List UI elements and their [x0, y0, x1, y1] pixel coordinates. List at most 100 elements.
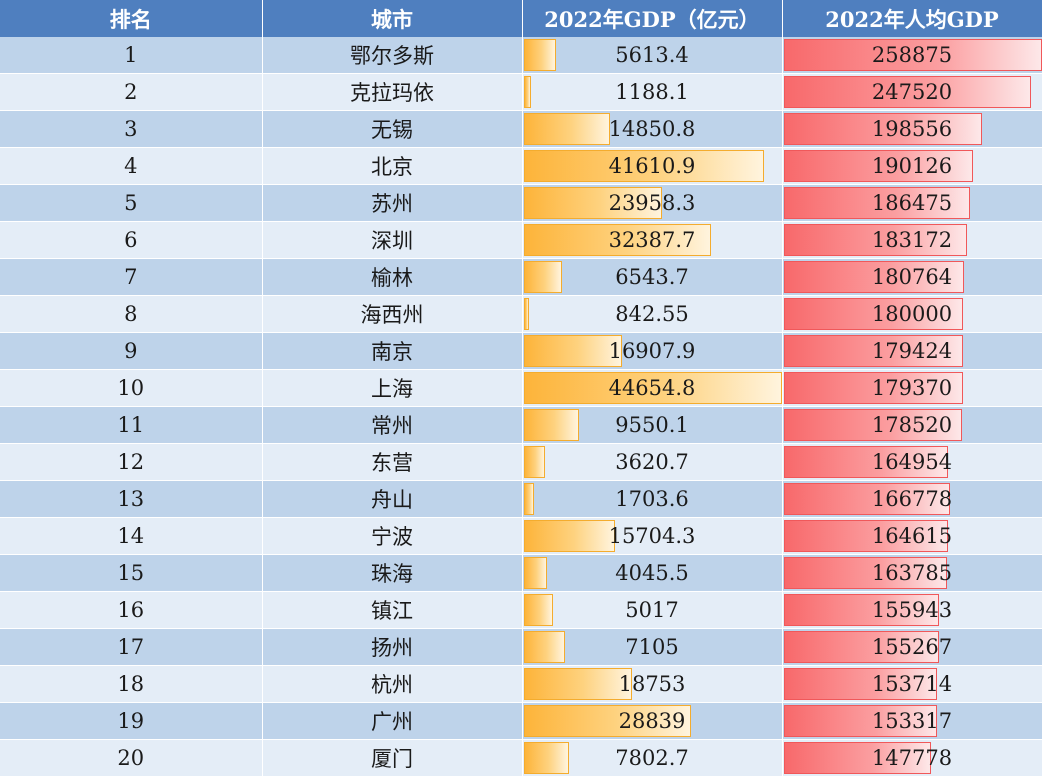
- per-capita-cell-value: 198556: [871, 117, 953, 141]
- city-cell: 南京: [262, 332, 523, 370]
- gdp-cell: 32387.7: [522, 221, 783, 259]
- per-capita-bar: [783, 594, 939, 626]
- gdp-bar: [523, 39, 556, 71]
- gdp-cell: 14850.8: [522, 110, 783, 148]
- per-capita-cell: 178520: [782, 406, 1042, 444]
- rank-cell: 1: [0, 37, 263, 74]
- gdp-cell-value: 5017: [625, 598, 679, 622]
- per-capita-cell-value: 258875: [871, 43, 953, 67]
- per-capita-bar: [783, 446, 948, 478]
- table-row: 6 深圳 32387.7 183172: [0, 221, 1042, 259]
- gdp-bar: [523, 446, 545, 478]
- city-cell: 上海: [262, 369, 523, 407]
- gdp-cell: 3620.7: [522, 443, 783, 481]
- per-capita-cell-value: 164615: [871, 524, 953, 548]
- gdp-bar: [523, 113, 610, 145]
- gdp-bar: [523, 742, 569, 774]
- gdp-bar: [523, 483, 534, 515]
- table-row: 16 镇江 5017 155943: [0, 591, 1042, 629]
- rank-cell: 10: [0, 369, 263, 407]
- rank-cell: 16: [0, 591, 263, 629]
- rank-cell: 11: [0, 406, 263, 444]
- city-cell: 杭州: [262, 665, 523, 703]
- per-capita-cell: 179424: [782, 332, 1042, 370]
- city-cell: 苏州: [262, 184, 523, 222]
- gdp-bar: [523, 261, 562, 293]
- gdp-cell: 9550.1: [522, 406, 783, 444]
- per-capita-cell: 186475: [782, 184, 1042, 222]
- per-capita-cell: 163785: [782, 554, 1042, 592]
- gdp-bar: [523, 631, 565, 663]
- gdp-cell: 842.55: [522, 295, 783, 333]
- per-capita-cell-value: 183172: [871, 228, 953, 252]
- per-capita-bar: [783, 742, 931, 774]
- per-capita-cell-value: 247520: [871, 80, 953, 104]
- per-capita-cell-value: 180764: [871, 265, 953, 289]
- gdp-cell-value: 18753: [618, 672, 686, 696]
- city-cell: 宁波: [262, 517, 523, 555]
- gdp-cell-value: 6543.7: [615, 265, 689, 289]
- per-capita-bar: [783, 520, 948, 552]
- per-capita-bar: [783, 224, 967, 256]
- city-cell: 无锡: [262, 110, 523, 148]
- per-capita-bar: [783, 187, 970, 219]
- table-row: 18 杭州 18753 153714: [0, 665, 1042, 703]
- table-row: 15 珠海 4045.5 163785: [0, 554, 1042, 592]
- header-row: 排名 城市 2022年GDP（亿元） 2022年人均GDP: [0, 0, 1042, 37]
- city-cell: 海西州: [262, 295, 523, 333]
- per-capita-cell: 183172: [782, 221, 1042, 259]
- gdp-bar: [523, 187, 662, 219]
- gdp-cell: 6543.7: [522, 258, 783, 296]
- rank-cell: 19: [0, 702, 263, 740]
- city-cell: 鄂尔多斯: [262, 37, 523, 74]
- gdp-cell-value: 23958.3: [608, 191, 696, 215]
- rank-cell: 15: [0, 554, 263, 592]
- rank-cell: 20: [0, 739, 263, 777]
- gdp-cell: 23958.3: [522, 184, 783, 222]
- table-row: 4 北京 41610.9 190126: [0, 147, 1042, 185]
- per-capita-cell: 180000: [782, 295, 1042, 333]
- gdp-cell-value: 5613.4: [615, 43, 689, 67]
- table-row: 19 广州 28839 153317: [0, 702, 1042, 740]
- gdp-bar: [523, 335, 622, 367]
- gdp-cell-value: 3620.7: [615, 450, 689, 474]
- per-capita-bar: [783, 298, 963, 330]
- per-capita-cell: 147778: [782, 739, 1042, 777]
- table-row: 2 克拉玛依 1188.1 247520: [0, 73, 1042, 111]
- city-cell: 镇江: [262, 591, 523, 629]
- per-capita-cell-value: 180000: [871, 302, 953, 326]
- table-row: 3 无锡 14850.8 198556: [0, 110, 1042, 148]
- city-cell: 舟山: [262, 480, 523, 518]
- table-row: 13 舟山 1703.6 166778: [0, 480, 1042, 518]
- gdp-cell-value: 7802.7: [615, 746, 689, 770]
- per-capita-bar: [783, 557, 947, 589]
- per-capita-cell-value: 163785: [871, 561, 953, 585]
- gdp-cell-value: 7105: [625, 635, 679, 659]
- per-capita-bar: [783, 409, 962, 441]
- gdp-cell: 1703.6: [522, 480, 783, 518]
- per-capita-bar: [783, 705, 937, 737]
- rank-cell: 4: [0, 147, 263, 185]
- rank-cell: 3: [0, 110, 263, 148]
- per-capita-cell-value: 166778: [871, 487, 953, 511]
- table-row: 11 常州 9550.1 178520: [0, 406, 1042, 444]
- header-gdp: 2022年GDP（亿元）: [522, 0, 783, 37]
- gdp-cell: 4045.5: [522, 554, 783, 592]
- city-cell: 常州: [262, 406, 523, 444]
- header-city: 城市: [262, 0, 523, 37]
- gdp-cell: 41610.9: [522, 147, 783, 185]
- per-capita-bar: [783, 261, 964, 293]
- gdp-bar: [523, 372, 781, 404]
- gdp-cell: 7802.7: [522, 739, 783, 777]
- rank-cell: 8: [0, 295, 263, 333]
- gdp-cell: 28839: [522, 702, 783, 740]
- rank-cell: 12: [0, 443, 263, 481]
- table-row: 9 南京 16907.9 179424: [0, 332, 1042, 370]
- gdp-bar: [523, 298, 529, 330]
- table-row: 12 东营 3620.7 164954: [0, 443, 1042, 481]
- gdp-cell-value: 32387.7: [608, 228, 696, 252]
- per-capita-bar: [783, 631, 939, 663]
- per-capita-bar: [783, 668, 937, 700]
- gdp-cell-value: 9550.1: [615, 413, 689, 437]
